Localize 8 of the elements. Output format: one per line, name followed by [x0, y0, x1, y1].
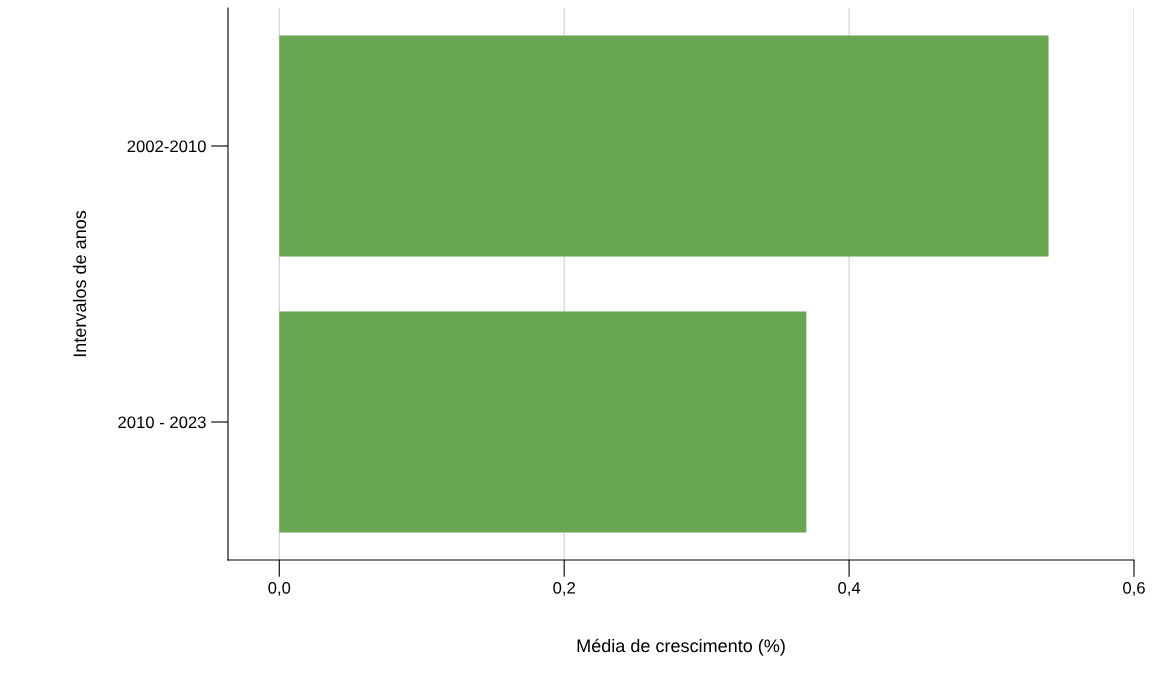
x-tick-label: 0,2: [553, 581, 575, 596]
x-tick-label: 0,4: [838, 581, 861, 596]
x-tick-label: 0,0: [268, 581, 291, 596]
y-tick-label: 2010 - 2023: [118, 416, 206, 429]
y-axis-title: Intervalos de anos: [72, 210, 87, 357]
y-tick-label: 2002-2010: [127, 140, 206, 153]
x-tick-label: 0,6: [1123, 581, 1145, 596]
x-axis-title: Média de crescimento (%): [577, 638, 785, 656]
